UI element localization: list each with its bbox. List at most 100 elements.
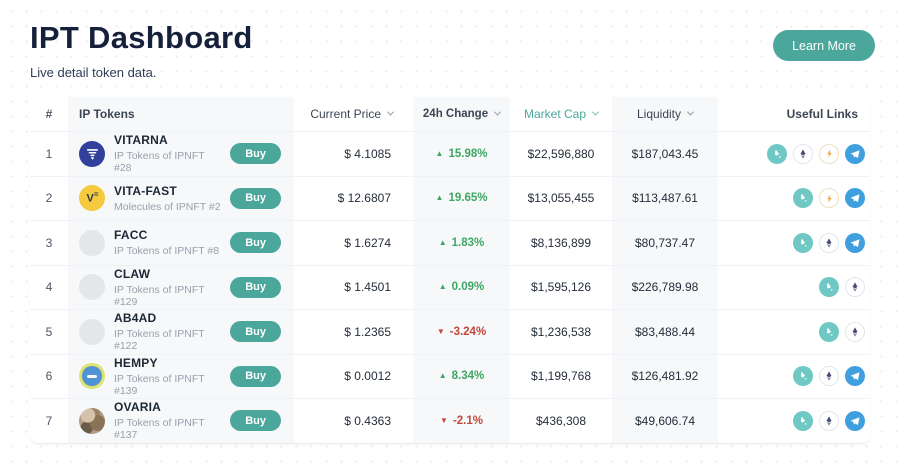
market-cap-cell: $1,595,126 [510,266,612,310]
buy-button[interactable]: Buy [230,143,281,165]
lightning-icon[interactable] [819,188,839,209]
ethereum-icon[interactable] [793,143,813,164]
buy-button[interactable]: Buy [230,321,281,343]
change-cell: ▲ 19.65% [413,176,510,220]
price-cell: $ 4.1085 [294,132,413,176]
buy-button[interactable]: Buy [230,276,281,298]
ethereum-icon[interactable] [819,366,839,387]
liquidity-sort-control[interactable]: Liquidity [637,107,695,121]
uniswap-icon[interactable] [819,277,839,298]
uniswap-icon[interactable] [793,188,813,209]
market-cap-value: $1,595,126 [530,280,592,295]
market-cap-value: $13,055,455 [527,191,595,206]
uniswap-icon[interactable] [819,321,839,342]
change-cell: ▲ 15.98% [413,132,510,176]
uniswap-icon[interactable] [767,143,787,164]
tokens-header-label: IP Tokens [79,107,135,121]
token-cell: AB4AD IP Tokens of IPNFT #122 Buy [68,310,294,354]
telegram-icon[interactable] [845,232,865,253]
liquidity-value: $126,481.92 [631,369,699,384]
links-cell [718,355,870,399]
price-sort-control[interactable]: Current Price [310,107,395,121]
change-value: 0.09% [451,281,485,294]
token-name: FACC [114,228,148,243]
ethereum-icon[interactable] [819,410,839,431]
market-cap-cell: $13,055,455 [510,177,612,221]
market-cap-value: $1,199,768 [530,369,592,384]
token-avatar [79,363,105,390]
uniswap-icon[interactable] [793,232,813,253]
telegram-icon[interactable] [845,188,865,209]
change-direction-icon: ▼ [440,415,448,425]
links-cell [718,177,870,221]
token-text: CLAW IP Tokens of IPNFT #129 [114,267,221,308]
change-direction-icon: ▲ [435,193,444,203]
change-header-label: 24h Change [422,108,489,120]
market-cap-sort-control[interactable]: Market Cap [523,107,600,121]
change-badge: ▼ -3.24% [437,326,486,338]
telegram-icon[interactable] [845,366,865,387]
liquidity-value: $226,789.98 [631,280,699,295]
ethereum-icon[interactable] [819,232,839,253]
buy-button[interactable]: Buy [230,232,281,254]
rank-value: 6 [45,369,53,384]
uniswap-icon[interactable] [793,366,813,387]
token-description: Molecules of IPNFT #2 [114,200,221,213]
change-sort-control[interactable]: 24h Change [422,108,502,120]
column-header-change[interactable]: 24h Change [413,97,510,131]
price-value: $ 0.4363 [344,413,391,428]
change-badge: ▼ -2.1% [440,415,483,427]
column-header-liquidity[interactable]: Liquidity [612,97,718,131]
liquidity-value: $83,488.44 [634,324,696,339]
market-cap-header-label: Market Cap [523,107,587,121]
token-description: IP Tokens of IPNFT #137 [114,417,205,442]
telegram-icon[interactable] [845,410,865,431]
column-header-price[interactable]: Current Price [294,97,413,131]
token-description: IP Tokens of IPNFT #122 [114,328,205,353]
buy-button[interactable]: Buy [230,410,281,432]
price-cell: $ 0.0012 [294,355,413,399]
change-value: -2.1% [452,414,483,427]
token-name: HEMPY [114,355,158,370]
ethereum-icon[interactable] [845,277,865,298]
telegram-icon[interactable] [845,143,865,164]
token-cell: V= VITA-FAST Molecules of IPNFT #2 Buy [68,176,294,220]
chevron-down-icon [494,108,502,116]
price-cell: $ 0.4363 [294,399,413,443]
chevron-down-icon [686,108,695,116]
buy-button[interactable]: Buy [230,365,281,387]
vitarna-funnel-icon [86,149,98,160]
liquidity-value: $187,043.45 [631,146,699,161]
token-description: IP Tokens of IPNFT #139 [114,372,205,397]
change-cell: ▲ 1.83% [413,221,510,265]
token-description: IP Tokens of IPNFT #28 [114,150,205,175]
change-badge: ▲ 19.65% [436,192,488,204]
buy-button[interactable]: Buy [230,187,281,209]
rank-cell: 7 [30,399,68,443]
liquidity-cell: $226,789.98 [612,265,718,309]
rank-value: 2 [45,191,53,206]
token-text: VITARNA IP Tokens of IPNFT #28 [114,133,221,174]
uniswap-icon[interactable] [793,410,813,431]
token-avatar [79,274,105,301]
token-cell: CLAW IP Tokens of IPNFT #129 Buy [68,265,294,309]
learn-more-button[interactable]: Learn More [773,30,875,61]
rank-value: 7 [45,413,53,428]
market-cap-value: $436,308 [535,413,587,428]
token-avatar: V= [79,185,105,212]
token-cell: HEMPY IP Tokens of IPNFT #139 Buy [68,354,294,398]
change-value: 1.83% [451,236,485,249]
lightning-icon[interactable] [819,143,839,164]
liquidity-value: $49,606.74 [634,413,696,428]
token-cell: VITARNA IP Tokens of IPNFT #28 Buy [68,132,294,176]
change-value: -3.24% [449,325,487,338]
column-header-market-cap[interactable]: Market Cap [510,97,612,131]
change-cell: ▲ 8.34% [413,354,510,398]
dashboard-page: IPT Dashboard Live detail token data. Le… [30,20,875,444]
rank-cell: 1 [30,132,68,176]
rank-value: 3 [45,235,53,250]
ethereum-icon[interactable] [845,321,865,342]
price-header-label: Current Price [310,107,381,121]
liquidity-value: $80,737.47 [634,235,696,250]
token-avatar [79,318,105,345]
